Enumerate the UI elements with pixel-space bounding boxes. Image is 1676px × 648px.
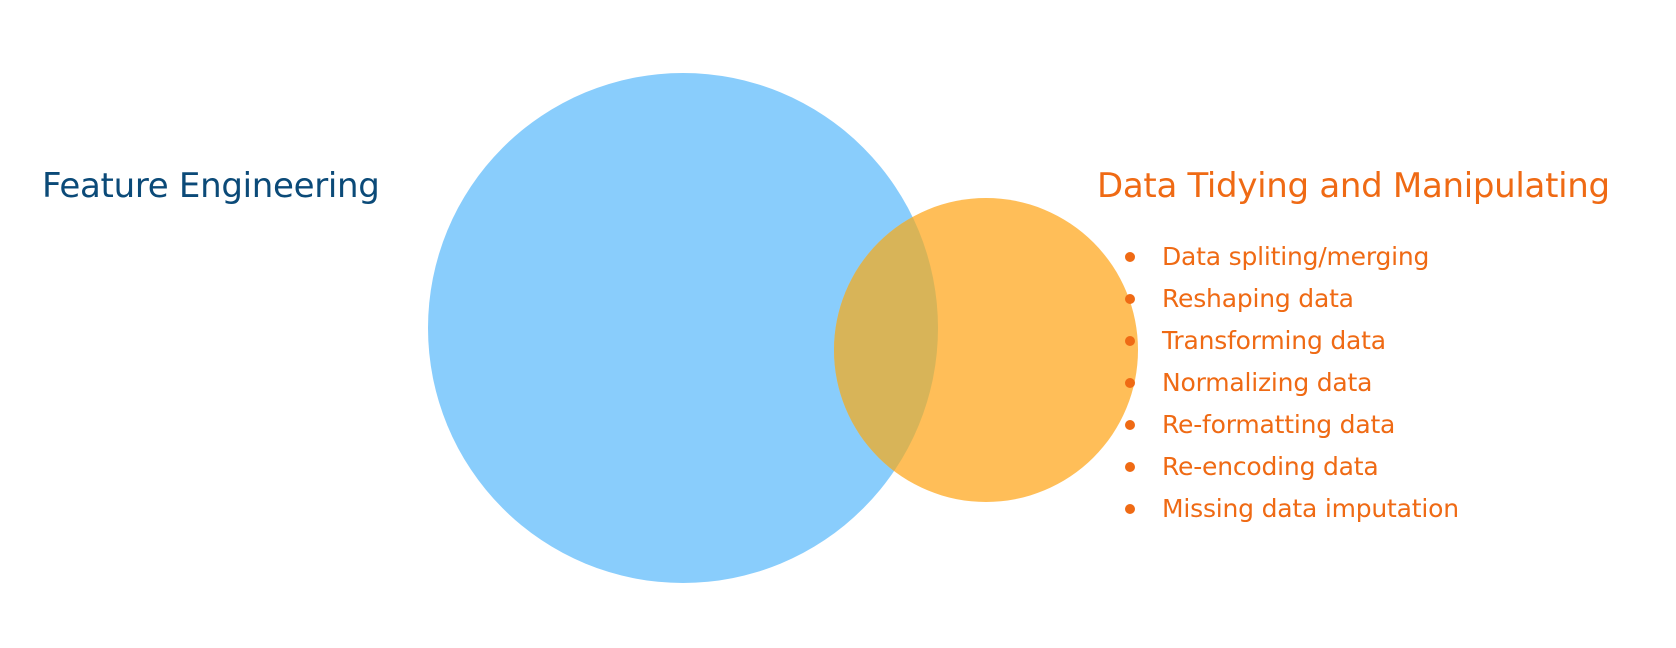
list-item-text: Data spliting/merging	[1162, 242, 1430, 271]
bullet-icon	[1125, 504, 1135, 514]
overlap-region	[834, 198, 938, 502]
bullet-icon	[1125, 252, 1135, 262]
data-tidying-label: Data Tidying and Manipulating	[1097, 166, 1610, 206]
list-item: Normalizing data	[1125, 362, 1459, 404]
list-item-text: Normalizing data	[1162, 368, 1373, 397]
list-item: Reshaping data	[1125, 278, 1459, 320]
list-item-text: Reshaping data	[1162, 284, 1354, 313]
list-item-text: Re-formatting data	[1162, 410, 1396, 439]
list-item: Re-encoding data	[1125, 446, 1459, 488]
bullet-icon	[1125, 336, 1135, 346]
list-item: Missing data imputation	[1125, 488, 1459, 530]
bullet-icon	[1125, 420, 1135, 430]
list-item-text: Transforming data	[1162, 326, 1386, 355]
list-item: Re-formatting data	[1125, 404, 1459, 446]
data-tidying-list: Data spliting/merging Reshaping data Tra…	[1125, 236, 1459, 530]
bullet-icon	[1125, 294, 1135, 304]
list-item-text: Re-encoding data	[1162, 452, 1379, 481]
bullet-icon	[1125, 378, 1135, 388]
bullet-icon	[1125, 462, 1135, 472]
list-item: Data spliting/merging	[1125, 236, 1459, 278]
list-item-text: Missing data imputation	[1162, 494, 1459, 523]
feature-engineering-label: Feature Engineering	[42, 166, 380, 206]
list-item: Transforming data	[1125, 320, 1459, 362]
feature-engineering-circle	[428, 73, 938, 583]
